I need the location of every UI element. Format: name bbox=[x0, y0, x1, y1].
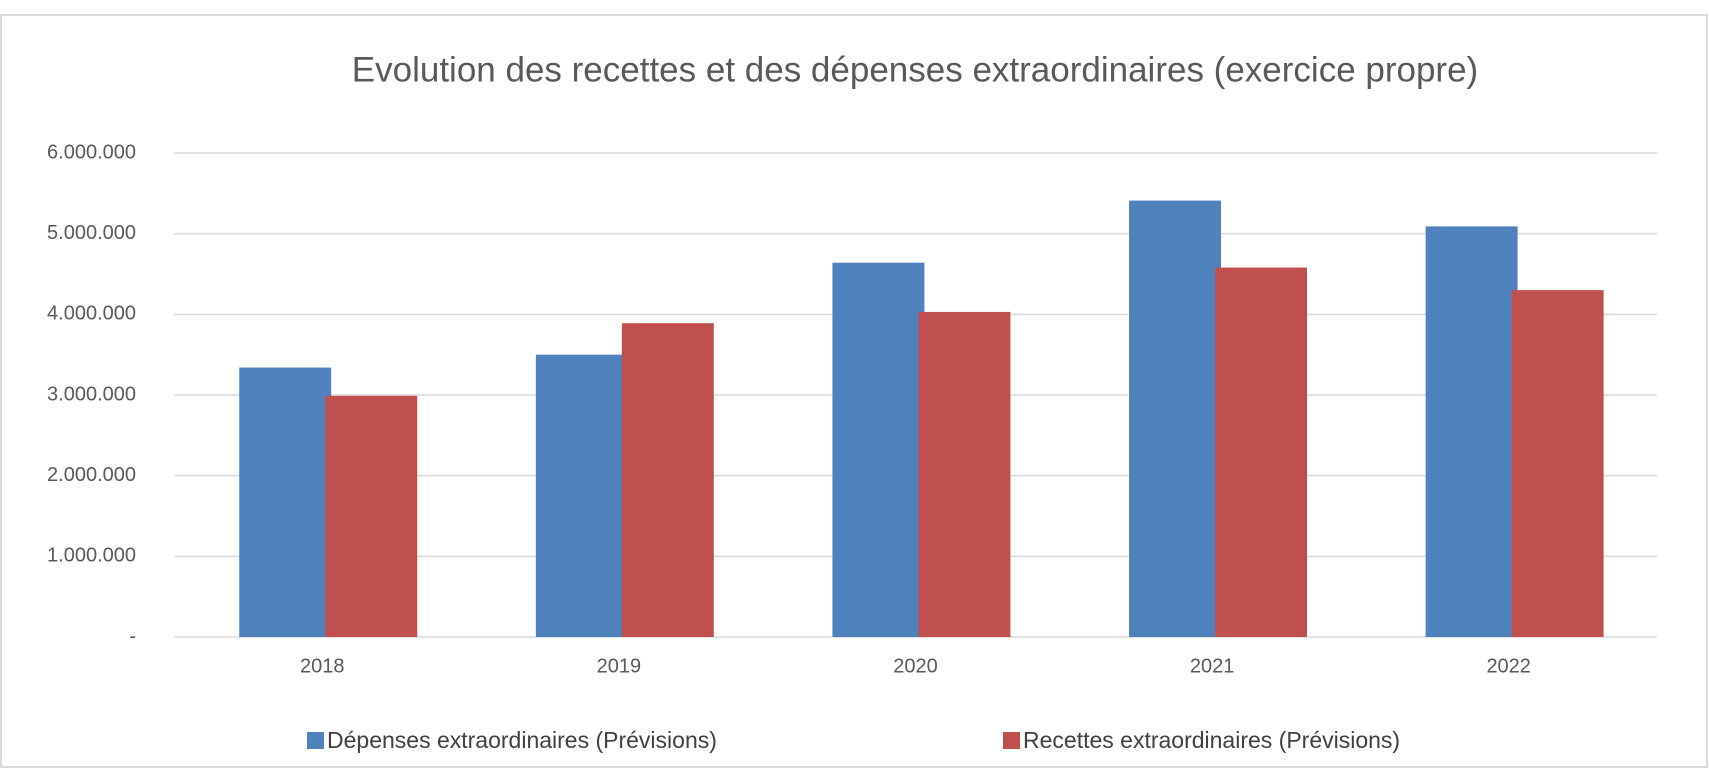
bar bbox=[1215, 267, 1308, 637]
x-tick-label: 2020 bbox=[893, 655, 938, 677]
legend-swatch bbox=[307, 732, 324, 749]
bar bbox=[239, 367, 332, 637]
x-tick-label: 2021 bbox=[1190, 655, 1235, 677]
y-tick-label: - bbox=[129, 625, 136, 647]
bar bbox=[918, 311, 1011, 637]
bar bbox=[1511, 290, 1604, 637]
bar bbox=[535, 354, 628, 637]
y-tick-label: 1.000.000 bbox=[47, 545, 136, 567]
y-tick-label: 3.000.000 bbox=[47, 383, 136, 405]
x-tick-label: 2022 bbox=[1486, 655, 1531, 677]
y-tick-label: 5.000.000 bbox=[47, 222, 136, 244]
legend-label: Dépenses extraordinaires (Prévisions) bbox=[327, 727, 717, 753]
y-tick-label: 4.000.000 bbox=[47, 303, 136, 325]
bar bbox=[621, 323, 714, 637]
bar bbox=[325, 395, 418, 637]
x-tick-label: 2019 bbox=[597, 655, 642, 677]
x-tick-label: 2018 bbox=[300, 655, 345, 677]
y-tick-label: 2.000.000 bbox=[47, 464, 136, 486]
y-tick-label: 6.000.000 bbox=[47, 141, 136, 163]
legend-swatch bbox=[1003, 732, 1020, 749]
bar bbox=[1425, 226, 1518, 637]
bar bbox=[1129, 200, 1221, 638]
bar bbox=[832, 262, 925, 637]
legend-label: Recettes extraordinaires (Prévisions) bbox=[1023, 727, 1400, 753]
chart-title: Evolution des recettes et des dépenses e… bbox=[352, 50, 1478, 89]
